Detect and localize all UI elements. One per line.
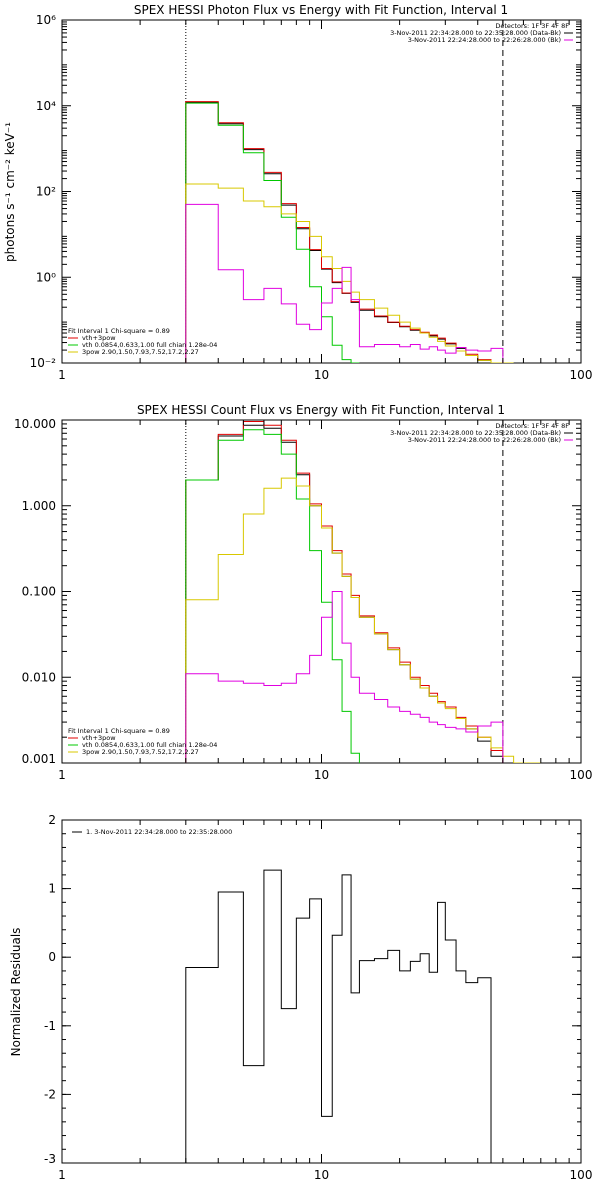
residuals-y-tick-label: 1 xyxy=(48,882,56,896)
residuals-series-0 xyxy=(185,869,492,1163)
residuals-y-tick-label: 0 xyxy=(48,950,56,964)
count-flux-legend-bottom-text-2: vth 0.0854,0.633,1.00 full chian 1.28e-0… xyxy=(82,741,217,749)
photon-flux-panel: SPEX HESSI Photon Flux vs Energy with Fi… xyxy=(3,3,592,382)
residuals-x-tick-label: 10 xyxy=(314,1168,329,1182)
count-flux-panel: SPEX HESSI Count Flux vs Energy with Fit… xyxy=(14,403,592,782)
count-flux-legend-bottom-text-0: Fit Interval 1 Chi-square = 0.89 xyxy=(68,727,170,735)
count-flux-legend-bottom-text-1: vth+3pow xyxy=(82,734,116,742)
photon-flux-series-2 xyxy=(185,102,360,363)
photon-flux-legend-top-text-0: Detectors: 1F 3F 4F 8F xyxy=(495,22,569,30)
count-flux-y-tick-label: 0.001 xyxy=(22,752,56,766)
residuals-y-tick-label: 2 xyxy=(48,813,56,827)
residuals-x-tick-label: 1 xyxy=(58,1168,66,1182)
residuals-y-tick-label: -3 xyxy=(44,1152,56,1166)
photon-flux-series-1 xyxy=(185,101,503,363)
count-flux-series-3 xyxy=(185,477,541,763)
residuals-y-axis-label: Normalized Residuals xyxy=(9,928,23,1057)
photon-flux-series-4 xyxy=(185,203,504,363)
count-flux-x-tick-label: 100 xyxy=(570,768,593,782)
count-flux-legend-bottom-text-3: 3pow 2.90,1.50,7.93,7.52,17.2,2.27 xyxy=(82,748,199,756)
residuals-panel: 1 10 100 -3 -2 -1 0 1 2 1. 3-Nov-2011 22:34:28.… xyxy=(9,813,592,1182)
photon-flux-legend-top-text-1: 3-Nov-2011 22:34:28.000 to 22:35:28.000 … xyxy=(390,29,561,37)
photon-flux-y-tick-label: 10⁴ xyxy=(36,99,56,113)
residuals-x-tick-label: 100 xyxy=(570,1168,593,1182)
photon-flux-y-tick-label: 10⁶ xyxy=(36,13,56,27)
photon-flux-y-axis-label: photons s⁻¹ cm⁻² keV⁻¹ xyxy=(3,122,17,262)
photon-flux-series-3 xyxy=(185,183,514,363)
count-flux-legend-top-text-2: 3-Nov-2011 22:24:28.000 to 22:26:28.000 … xyxy=(408,436,561,444)
count-flux-y-tick-label: 10.000 xyxy=(14,417,56,431)
count-flux-series-4 xyxy=(185,591,504,763)
count-flux-legend-top-text-1: 3-Nov-2011 22:34:28.000 to 22:35:28.000 … xyxy=(390,429,561,437)
count-flux-series-2 xyxy=(185,429,360,763)
residuals-y-tick-label: -1 xyxy=(44,1019,56,1033)
count-flux-y-tick-label: 0.010 xyxy=(22,670,56,684)
photon-flux-legend-bottom-text-1: vth+3pow xyxy=(82,334,116,342)
photon-flux-legend-top-text-2: 3-Nov-2011 22:24:28.000 to 22:26:28.000 … xyxy=(408,36,561,44)
count-flux-x-tick-label: 10 xyxy=(314,768,329,782)
count-flux-x-tick-label: 1 xyxy=(58,768,66,782)
count-flux-y-tick-label: 0.100 xyxy=(22,585,56,599)
count-flux-y-tick-label: 1.000 xyxy=(22,499,56,513)
photon-flux-title: SPEX HESSI Photon Flux vs Energy with Fi… xyxy=(134,3,508,17)
photon-flux-y-tick-label: 10² xyxy=(36,185,56,199)
photon-flux-y-tick-label: 10⁻² xyxy=(30,356,57,370)
count-flux-title: SPEX HESSI Count Flux vs Energy with Fit… xyxy=(137,403,505,417)
photon-flux-x-tick-label: 100 xyxy=(570,368,593,382)
photon-flux-legend-bottom-text-3: 3pow 2.90,1.50,7.93,7.52,17.2,2.27 xyxy=(82,348,199,356)
photon-flux-x-tick-label: 10 xyxy=(314,368,329,382)
residuals-y-tick-label: -2 xyxy=(44,1087,56,1101)
photon-flux-legend-bottom-text-2: vth 0.0854,0.633,1.00 full chian 1.28e-0… xyxy=(82,341,217,349)
count-flux-legend-top-text-0: Detectors: 1F 3F 4F 8F xyxy=(495,422,569,430)
residuals-legend-text-0: 1. 3-Nov-2011 22:34:28.000 to 22:35:28.0… xyxy=(86,828,232,836)
count-flux-series-0 xyxy=(185,424,514,763)
photon-flux-x-tick-label: 1 xyxy=(58,368,66,382)
photon-flux-series-0 xyxy=(185,101,503,363)
photon-flux-y-tick-label: 10⁰ xyxy=(36,270,56,284)
photon-flux-legend-bottom-text-0: Fit Interval 1 Chi-square = 0.89 xyxy=(68,327,170,335)
